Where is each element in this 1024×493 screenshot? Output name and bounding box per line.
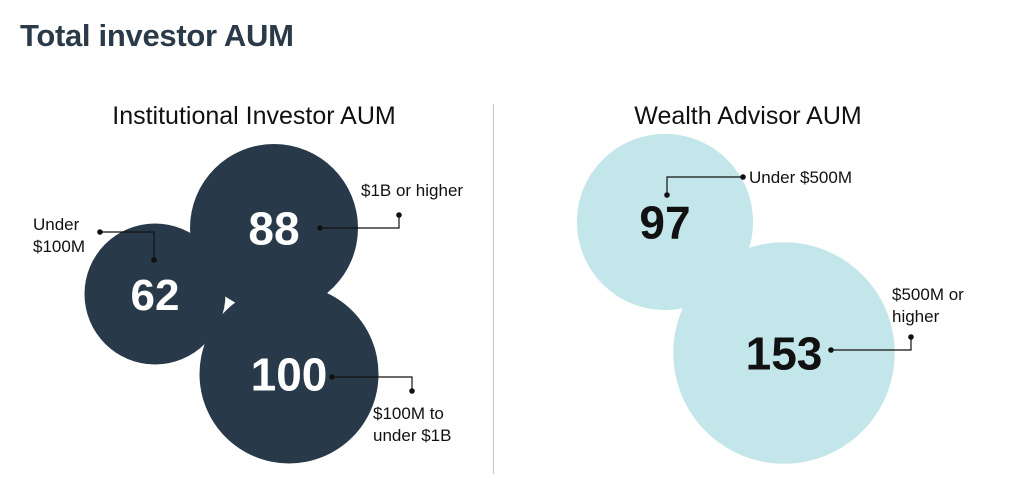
bubble-label: Under $100M — [33, 215, 85, 256]
bubble — [199, 284, 379, 464]
leader-line — [320, 215, 400, 229]
leader-dot — [740, 174, 746, 180]
institutional-chart-title: Institutional Investor AUM — [112, 102, 396, 130]
leader-dot — [664, 192, 670, 198]
bubble-value: 88 — [248, 203, 299, 255]
leader-dot — [97, 229, 103, 235]
leader-line — [332, 376, 413, 391]
leader-dot — [828, 347, 834, 353]
bubble-label: $500M or higher — [892, 285, 964, 326]
bubble — [673, 242, 895, 464]
bubble-label: $100M to under $1B — [373, 404, 451, 445]
panel-divider — [493, 104, 494, 474]
page-title: Total investor AUM — [20, 18, 294, 53]
leader-line — [831, 337, 912, 351]
leader-dot — [409, 388, 415, 394]
leader-line — [100, 231, 155, 260]
bubble — [576, 133, 754, 311]
bubble-group: 88 $1B or higher — [190, 144, 463, 312]
leader-dot — [396, 212, 402, 218]
leader-dot — [317, 225, 323, 231]
bubble — [84, 223, 226, 365]
bubble-label: $1B or higher — [361, 181, 463, 200]
leader-dot — [151, 257, 157, 263]
bubble-group: 153 $500M or higher — [673, 242, 964, 464]
bubble-group: 100 $100M to under $1B — [199, 284, 451, 464]
bubble-label: Under $500M — [749, 168, 852, 187]
bubble-value: 100 — [251, 349, 328, 401]
leader-line — [666, 176, 743, 195]
bubble-group: 62 Under $100M — [33, 215, 226, 365]
bubble-group: 97 Under $500M — [576, 133, 852, 311]
leader-dot — [908, 334, 914, 340]
bubble-value: 62 — [131, 271, 180, 320]
bubble — [190, 144, 358, 312]
leader-dot — [329, 374, 335, 380]
bubble-value: 97 — [639, 197, 690, 249]
bubble-value: 153 — [746, 328, 823, 380]
wealth-chart-title: Wealth Advisor AUM — [634, 102, 862, 130]
